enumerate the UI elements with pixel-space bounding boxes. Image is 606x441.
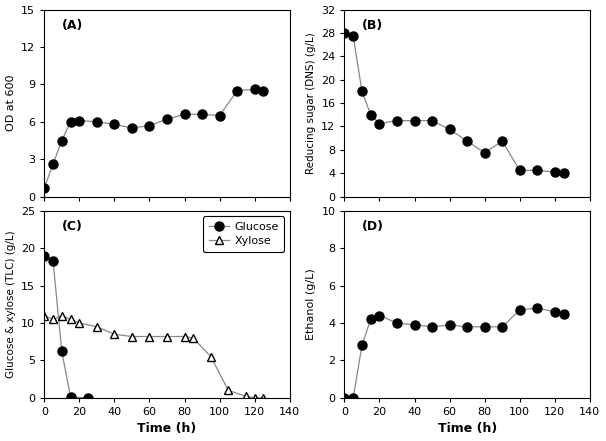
X-axis label: Time (h): Time (h) — [438, 422, 497, 435]
Xylose — [76, 321, 83, 326]
Line: Glucose: Glucose — [40, 251, 93, 402]
Glucose — [50, 258, 57, 264]
Xylose — [50, 317, 57, 322]
Line: Xylose: Xylose — [40, 311, 267, 402]
Text: (D): (D) — [362, 220, 384, 233]
Xylose — [164, 334, 171, 339]
Glucose — [41, 253, 48, 258]
Y-axis label: Ethanol (g/L): Ethanol (g/L) — [306, 269, 316, 340]
Xylose — [190, 335, 197, 340]
Xylose — [128, 334, 136, 339]
Glucose — [58, 349, 65, 354]
Xylose — [225, 388, 232, 393]
Xylose — [67, 317, 74, 322]
Xylose — [242, 394, 250, 399]
Xylose — [251, 395, 258, 400]
Xylose — [260, 395, 267, 400]
Text: (C): (C) — [61, 220, 82, 233]
Y-axis label: Reducing sugar (DNS) (g/L): Reducing sugar (DNS) (g/L) — [305, 32, 316, 174]
Y-axis label: OD at 600: OD at 600 — [5, 75, 16, 131]
Xylose — [207, 354, 215, 359]
Legend: Glucose, Xylose: Glucose, Xylose — [203, 217, 284, 252]
Y-axis label: Glucose & xylose (TLC) (g/L): Glucose & xylose (TLC) (g/L) — [5, 231, 16, 378]
Glucose — [84, 395, 92, 400]
X-axis label: Time (h): Time (h) — [138, 422, 196, 435]
Xylose — [111, 332, 118, 337]
Xylose — [58, 313, 65, 318]
Text: (B): (B) — [362, 19, 383, 32]
Xylose — [146, 334, 153, 339]
Xylose — [41, 313, 48, 318]
Xylose — [93, 324, 101, 329]
Glucose — [67, 394, 74, 400]
Text: (A): (A) — [61, 19, 83, 32]
Xylose — [181, 334, 188, 339]
